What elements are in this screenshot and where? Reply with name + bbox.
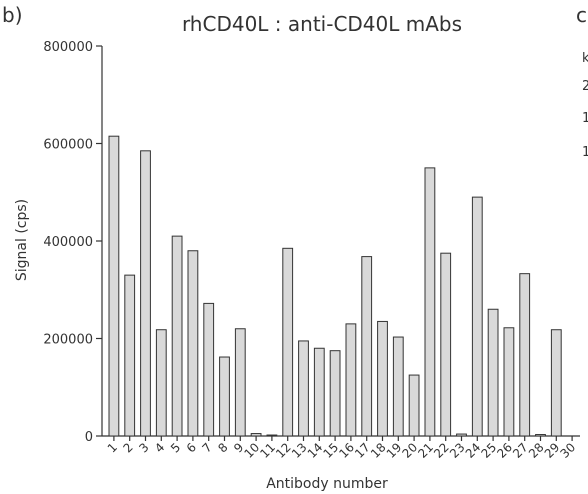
- bar-antibody-15: [329, 350, 341, 437]
- bar-antibody-9: [234, 328, 246, 437]
- panel-label: b): [2, 3, 23, 27]
- bar-antibody-24: [471, 196, 483, 437]
- bar-antibody-6: [187, 250, 199, 437]
- bar-antibody-28: [535, 434, 546, 437]
- x-tick-label: 4: [152, 440, 167, 455]
- bar-antibody-21: [424, 167, 436, 437]
- bar-antibody-13: [298, 340, 309, 437]
- bar-antibody-22: [440, 252, 452, 437]
- next-panel-label: c: [576, 3, 587, 27]
- bar-antibody-4: [155, 329, 167, 437]
- x-tick-label: 1: [105, 440, 120, 455]
- y-tick-label: 0: [85, 430, 93, 445]
- next-panel-fragment: 2: [582, 79, 588, 94]
- y-axis-label: Signal (cps): [14, 199, 30, 281]
- x-tick-label: 7: [200, 440, 215, 455]
- x-tick-label: 8: [215, 440, 230, 455]
- chart-title: rhCD40L : anti-CD40L mAbs: [182, 12, 462, 36]
- x-tick-label: 5: [168, 440, 183, 455]
- x-axis: 1 2 3 4 5 6 7 8 91011121314151617181920212223242…: [102, 435, 580, 461]
- bars: [108, 135, 562, 437]
- next-panel-fragment: 1: [582, 111, 588, 126]
- x-tick-label: 3: [136, 440, 151, 455]
- bar-antibody-2: [124, 274, 136, 437]
- bar-antibody-16: [345, 323, 357, 437]
- bar-antibody-25: [487, 308, 499, 437]
- bar-antibody-17: [361, 256, 373, 437]
- bar-antibody-26: [503, 327, 515, 437]
- bar-antibody-23: [456, 433, 467, 437]
- bar-antibody-20: [408, 374, 420, 437]
- bar-antibody-5: [171, 235, 183, 437]
- y-tick-label: 800000: [43, 40, 93, 55]
- bar-antibody-14: [313, 347, 325, 437]
- next-panel-fragment: k: [582, 51, 588, 66]
- y-tick-label: 600000: [43, 138, 93, 153]
- bar-antibody-8: [219, 356, 230, 437]
- bar-antibody-18: [377, 320, 388, 437]
- next-panel-fragment: 1: [582, 145, 588, 160]
- x-tick-label: 30: [558, 440, 579, 461]
- x-axis-label: Antibody number: [266, 476, 388, 492]
- bar-antibody-1: [108, 135, 120, 437]
- y-axis: 0 200000 400000 600000 800000: [43, 40, 103, 445]
- bar-antibody-27: [519, 273, 531, 437]
- x-tick-label: 6: [184, 440, 199, 455]
- bar-antibody-3: [140, 150, 151, 437]
- bar-antibody-29: [550, 329, 562, 437]
- x-tick-label: 2: [121, 440, 136, 455]
- bar-antibody-19: [392, 336, 404, 437]
- bar-antibody-7: [203, 302, 215, 437]
- bar-antibody-10: [250, 433, 262, 437]
- bar-antibody-12: [282, 247, 294, 437]
- y-tick-label: 200000: [43, 333, 93, 348]
- next-panel-fragments: k 2 1 1: [582, 51, 588, 160]
- y-tick-label: 400000: [43, 235, 93, 250]
- bar-antibody-11: [266, 434, 278, 437]
